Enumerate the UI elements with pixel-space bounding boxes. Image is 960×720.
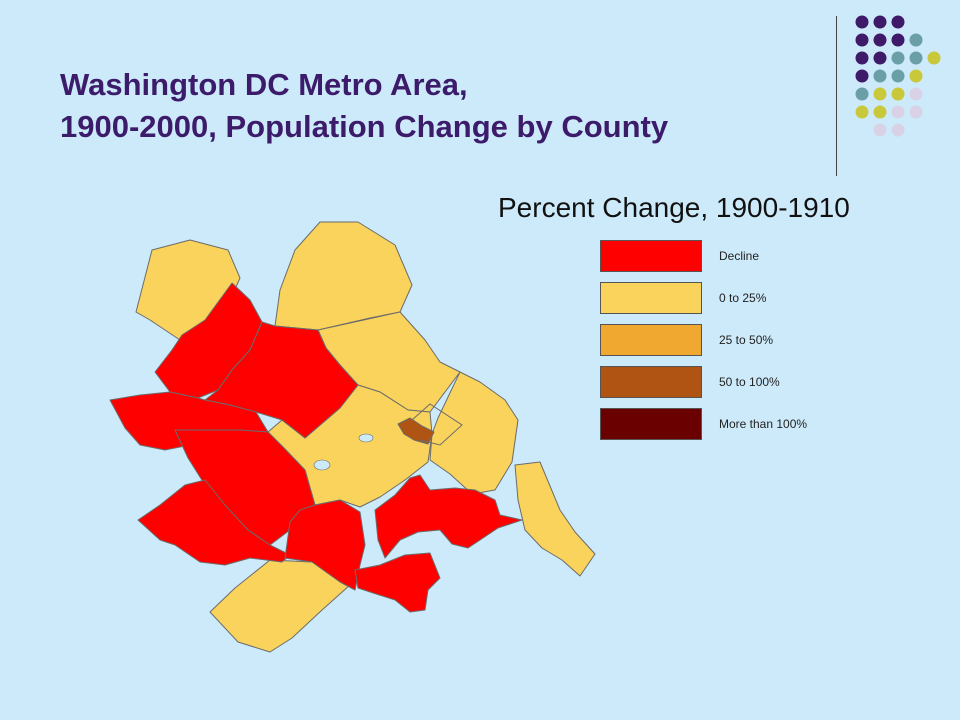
legend-swatch (600, 240, 702, 272)
legend-label: Decline (719, 249, 760, 263)
legend-label: 25 to 50% (719, 333, 774, 347)
legend-label: More than 100% (719, 417, 808, 431)
lake (313, 459, 331, 471)
county-frederick-md (274, 221, 413, 331)
legend-swatch (600, 324, 702, 356)
county-loudoun (204, 321, 359, 439)
legend-swatch (600, 408, 702, 440)
county-calvert-st-marys (374, 474, 523, 559)
county-charles (514, 461, 596, 577)
slide-title: Washington DC Metro Area, 1900-2000, Pop… (60, 64, 780, 148)
legend-label: 50 to 100% (719, 375, 780, 389)
map-subtitle: Percent Change, 1900-1910 (498, 192, 850, 223)
dc-boundary (411, 403, 463, 446)
decorative-divider (836, 16, 837, 176)
legend-swatch (600, 366, 702, 398)
legend-swatch (600, 282, 702, 314)
lake (358, 433, 374, 443)
county-king-george (354, 552, 441, 613)
title-line-2: 1900-2000, Population Change by County (60, 109, 669, 144)
legend-label: 0 to 25% (719, 291, 767, 305)
title-line-1: Washington DC Metro Area, (60, 67, 468, 102)
county-spotsylvania (284, 499, 366, 591)
